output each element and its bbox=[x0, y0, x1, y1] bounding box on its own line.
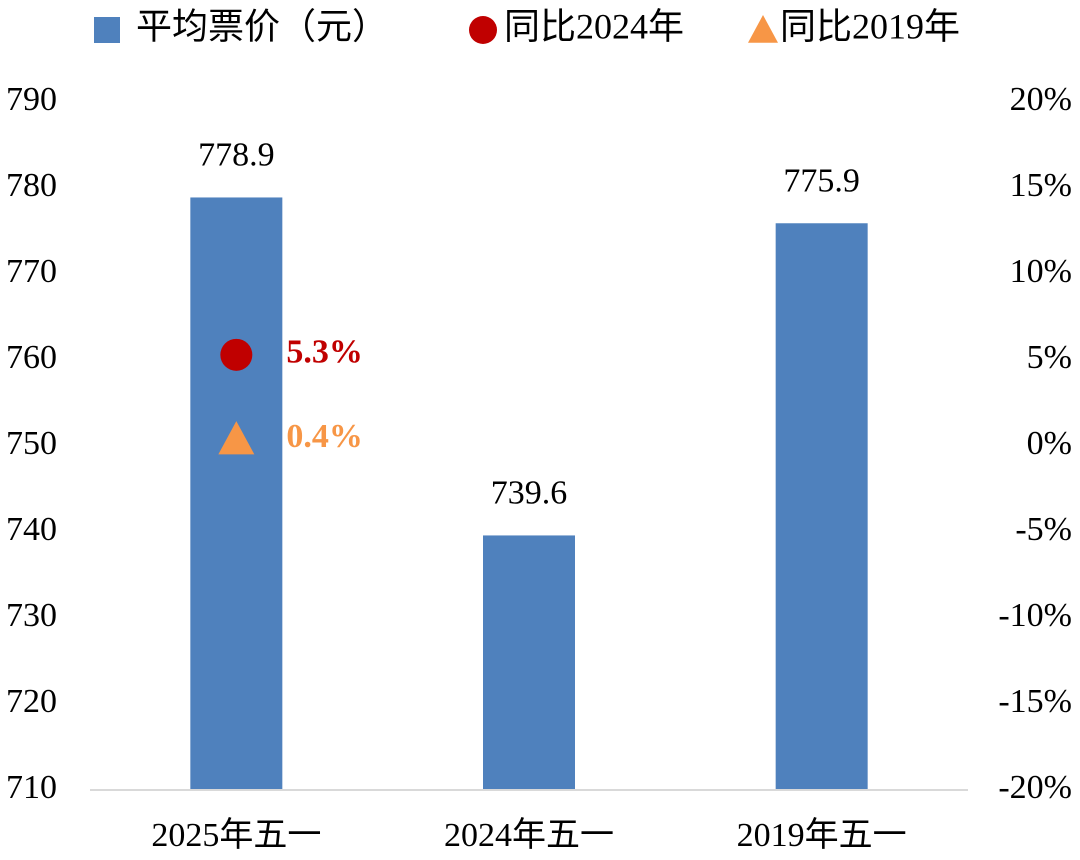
category-label: 2024年五一 bbox=[444, 816, 614, 854]
bar-series bbox=[190, 197, 868, 790]
right-axis-ticks: -20% -15% -10% -5% 0% 5% 10% 15% 20% bbox=[998, 81, 1072, 806]
left-axis-tick-label: 780 bbox=[6, 167, 57, 204]
legend-label: 同比2019年 bbox=[780, 6, 960, 46]
left-axis-tick-label: 720 bbox=[6, 683, 57, 720]
right-axis-tick-label: -15% bbox=[998, 683, 1072, 720]
legend-label: 同比2024年 bbox=[504, 6, 684, 46]
right-axis-tick-label: 10% bbox=[1010, 253, 1072, 290]
bar-data-label: 739.6 bbox=[491, 474, 568, 511]
right-axis-tick-label: 15% bbox=[1010, 167, 1072, 204]
left-axis-tick-label: 760 bbox=[6, 339, 57, 376]
marker-data-label: 5.3% bbox=[286, 334, 363, 371]
right-axis-tick-label: 5% bbox=[1027, 339, 1072, 376]
legend-label: 平均票价（元） bbox=[136, 6, 388, 46]
category-label: 2019年五一 bbox=[737, 816, 907, 854]
left-axis-tick-label: 730 bbox=[6, 597, 57, 634]
bar bbox=[483, 535, 575, 790]
legend-swatch-triangle bbox=[748, 15, 778, 43]
bar bbox=[775, 223, 868, 790]
right-axis-tick-label: -5% bbox=[1015, 511, 1072, 548]
bar-data-label: 778.9 bbox=[198, 136, 275, 173]
left-axis-tick-label: 710 bbox=[6, 769, 57, 806]
legend-swatch-square bbox=[94, 17, 120, 43]
bar bbox=[190, 197, 283, 790]
right-axis-tick-label: -10% bbox=[998, 597, 1072, 634]
left-axis-ticks: 710 720 730 740 750 760 770 780 790 bbox=[6, 81, 57, 806]
circle-marker bbox=[220, 338, 253, 371]
right-axis-tick-label: 20% bbox=[1010, 81, 1072, 118]
category-label: 2025年五一 bbox=[151, 816, 321, 854]
marker-data-label: 0.4% bbox=[286, 418, 363, 455]
legend-swatch-circle bbox=[469, 16, 497, 44]
left-axis-tick-label: 740 bbox=[6, 511, 57, 548]
left-axis-tick-label: 790 bbox=[6, 81, 57, 118]
legend: 平均票价（元） 同比2024年 同比2019年 bbox=[94, 6, 960, 46]
marker-series: 5.3% 0.4% bbox=[218, 334, 363, 455]
bar-data-labels: 778.9 739.6 775.9 bbox=[198, 136, 860, 511]
left-axis-tick-label: 750 bbox=[6, 425, 57, 462]
left-axis-tick-label: 770 bbox=[6, 253, 57, 290]
triangle-marker bbox=[218, 421, 255, 455]
category-labels: 2025年五一 2024年五一 2019年五一 bbox=[151, 816, 906, 854]
bar-data-label: 775.9 bbox=[783, 162, 860, 199]
right-axis-tick-label: 0% bbox=[1027, 425, 1072, 462]
right-axis-tick-label: -20% bbox=[998, 769, 1072, 806]
